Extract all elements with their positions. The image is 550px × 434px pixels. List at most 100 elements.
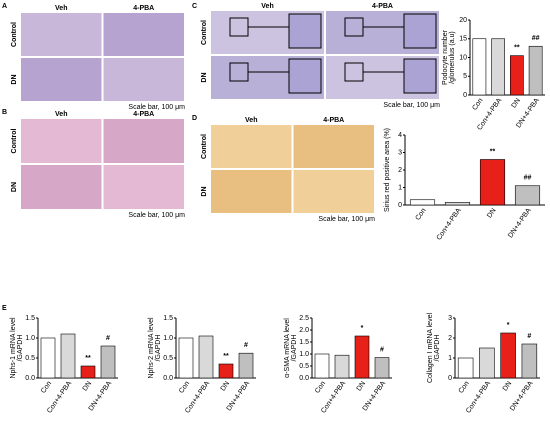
x-tick-label: Con [40,380,53,395]
y-tick-label: 3 [448,315,452,322]
y-axis-label: Podocyte number/glomerulus (a.u) [442,29,456,85]
panel-letter: B [2,109,7,116]
y-tick-label: 2.0 [299,327,309,334]
y-tick-label: 0 [398,202,402,209]
row-label: Control [201,20,208,45]
col-label: Veh [55,111,67,118]
micrograph [211,125,292,168]
bar [100,345,116,379]
significance: # [527,333,531,340]
micrograph [21,58,102,101]
bar [444,202,471,206]
x-tick-label: DN+4-PBA [509,380,535,412]
y-tick-label: 1.5 [25,315,35,322]
panel-letter: C [192,3,197,10]
zoom-inset [288,58,322,94]
y-tick-label: 0.0 [25,375,35,382]
zoom-inset [288,13,322,49]
row-label: DN [11,182,18,192]
row-label: Control [11,129,18,154]
significance: # [244,342,248,349]
y-tick-label: 0.0 [163,375,173,382]
y-tick-label: 0 [448,375,452,382]
scale-label: Scale bar, 100 μm [383,102,440,109]
x-tick-label: Con [415,207,428,222]
y-axis-label: Nphs-2 mRNA level/GAPDH [148,317,162,379]
micrograph [103,165,184,209]
scale-label: Scale bar, 100 μm [128,104,185,111]
x-tick-label: Con [178,380,191,395]
bar [314,353,330,379]
bar [409,199,436,206]
row-label: Control [201,134,208,159]
y-tick-label: 4 [398,132,402,139]
micrograph [21,119,102,163]
y-tick-label: 1.0 [163,335,173,342]
row-label: DN [201,186,208,196]
x-tick-label: DN [356,380,368,392]
y-tick-label: 1 [448,355,452,362]
col-label: 4-PBA [133,111,154,118]
bar [514,185,541,206]
y-tick-label: 15 [459,36,467,43]
significance: ## [532,35,540,42]
bar [521,343,538,379]
bar [218,363,234,379]
bar [491,38,505,96]
micrograph [103,13,184,56]
bar [334,354,350,379]
bar [354,335,370,379]
panel-letter: D [192,115,197,122]
bar [60,333,76,379]
zoom-inset [403,13,437,49]
micrograph [211,170,292,213]
significance: ** [514,44,520,51]
significance: ** [85,355,91,362]
bar [472,38,487,96]
y-axis-label: α-SMA mRNA level/GAPDH [284,318,298,378]
y-tick-label: 3 [398,149,402,156]
bar [510,55,524,96]
row-label: DN [201,72,208,82]
micrograph [103,119,184,163]
bar [80,365,96,379]
y-tick-label: 2 [448,335,452,342]
y-tick-label: 1.5 [299,339,309,346]
x-tick-label: DN [220,380,232,392]
y-axis-label: Sirius red positive area (%) [384,128,391,212]
x-tick-label: DN+4-PBA [507,207,533,239]
col-label: Veh [55,5,67,12]
x-tick-label: Con+4-PBA [436,207,463,242]
col-label: 4-PBA [323,117,344,124]
col-label: Veh [245,117,257,124]
y-tick-label: 1.0 [25,335,35,342]
micrograph [21,13,102,56]
y-axis-label: Collagen I mRNA level/GAPDH [427,313,441,383]
y-tick-label: 1.5 [163,315,173,322]
bar [500,332,516,379]
x-tick-label: DN [510,97,522,109]
y-tick-label: 0 [463,92,467,99]
y-tick-label: 20 [459,17,467,24]
micrograph [103,58,184,101]
col-label: 4-PBA [133,5,154,12]
y-tick-label: 0.5 [299,363,309,370]
bar [374,357,390,379]
y-tick-label: 10 [459,54,467,61]
significance: * [361,325,364,332]
significance: # [380,346,384,353]
bar [198,335,214,379]
x-tick-label: DN [486,207,498,219]
x-tick-label: DN [502,380,514,392]
col-label: Veh [261,3,273,10]
panel-letter: E [2,305,7,312]
significance: ** [223,353,229,360]
y-tick-label: 0.5 [25,355,35,362]
zoom-inset [403,58,437,94]
x-tick-label: Con [458,380,471,395]
y-tick-label: 2.5 [299,315,309,322]
panel-letter: A [2,3,7,10]
x-tick-label: Con [314,380,327,395]
bar [238,352,254,379]
